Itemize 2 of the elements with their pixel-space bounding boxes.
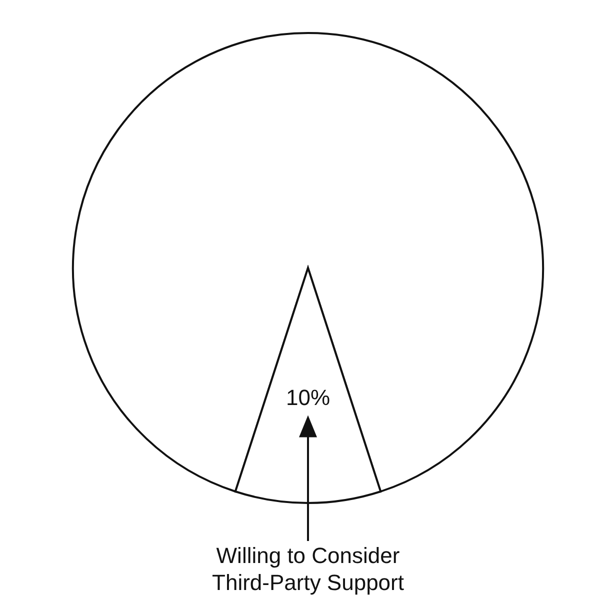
data-label: 10% (286, 384, 330, 410)
slice-label: Willing to Consider Third-Party Support (212, 543, 404, 595)
